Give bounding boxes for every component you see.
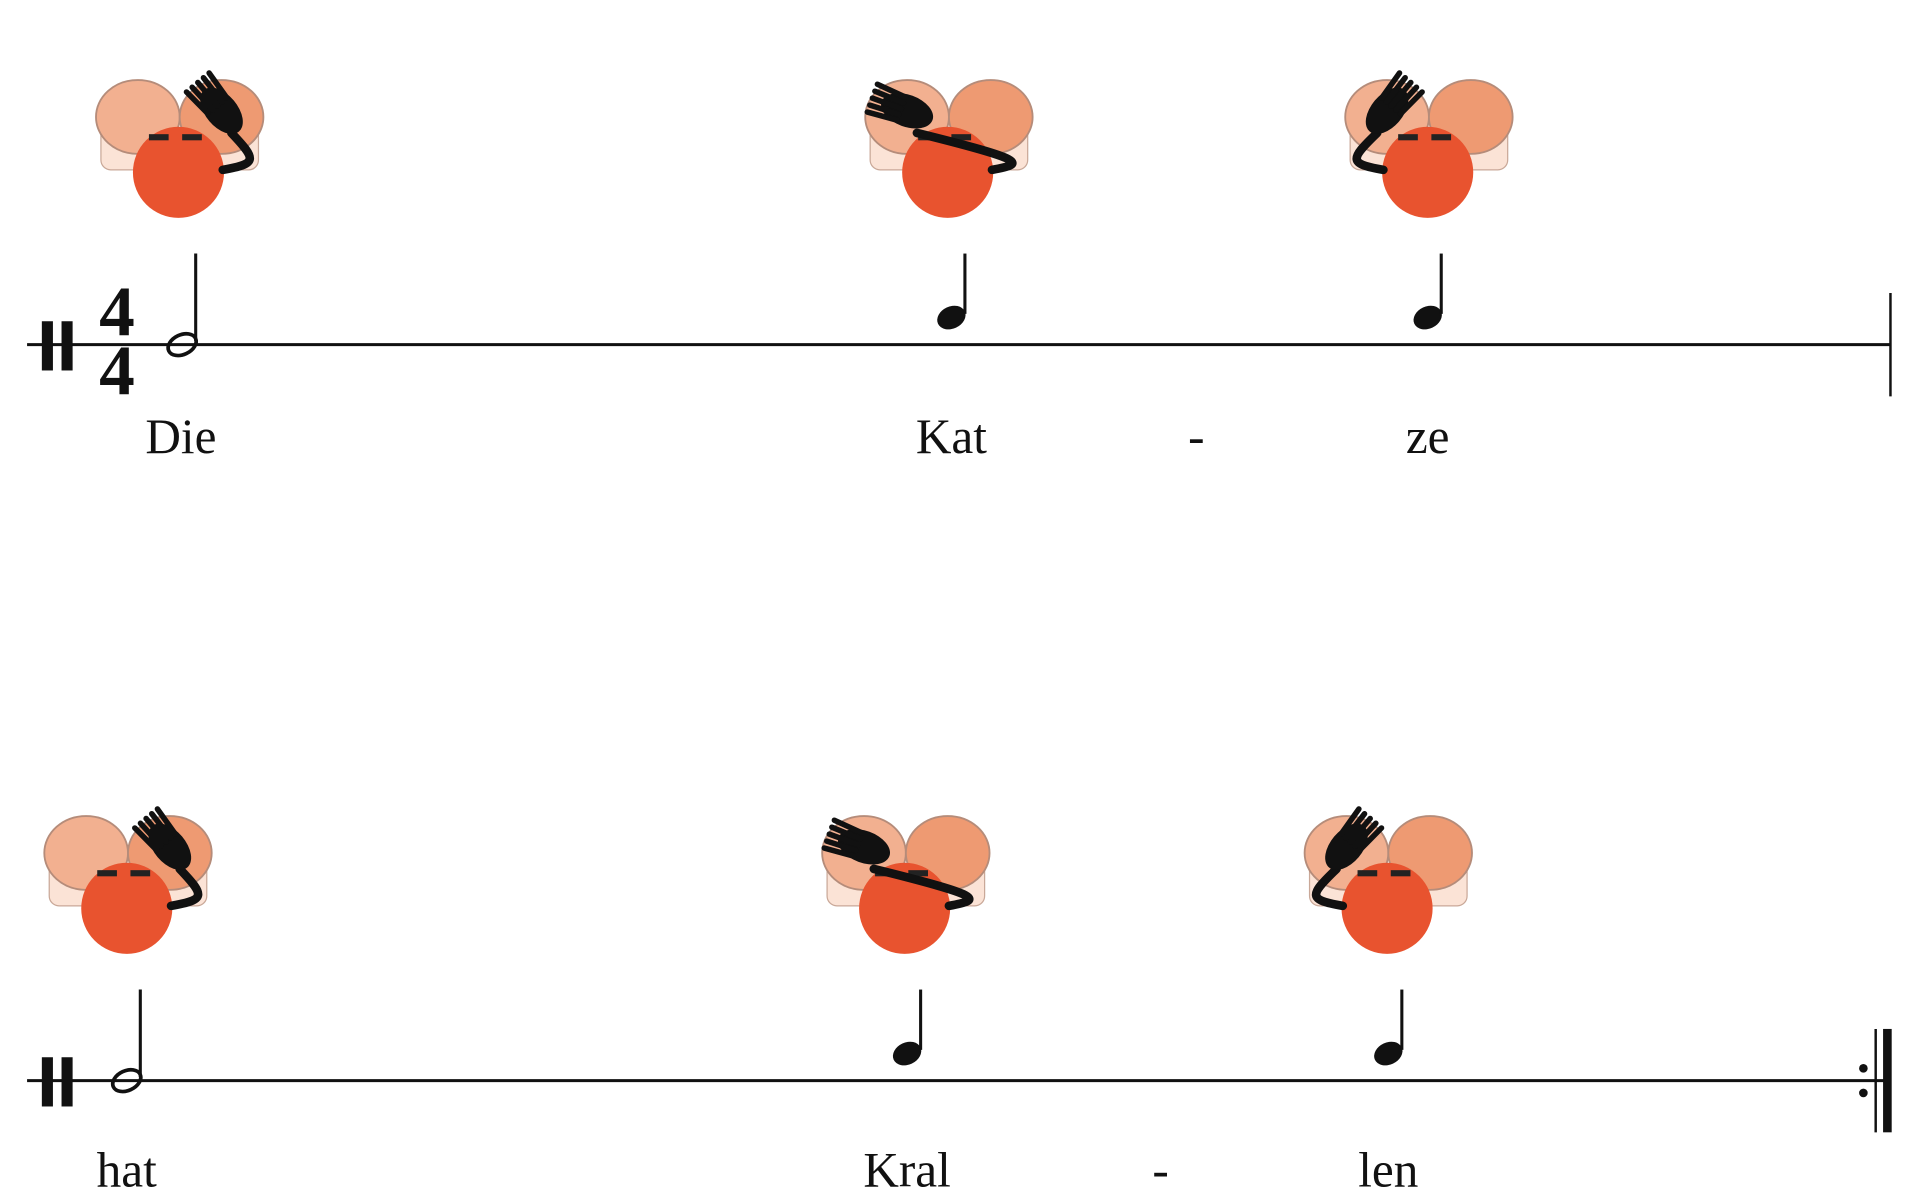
finger	[1352, 820, 1379, 849]
arm	[1352, 128, 1388, 175]
finger	[867, 102, 902, 118]
lyric: ze	[1406, 409, 1450, 464]
barline	[1883, 1028, 1892, 1133]
player-figure	[821, 815, 991, 954]
finger	[1392, 84, 1420, 113]
barline	[41, 321, 53, 371]
finger	[132, 825, 160, 853]
eye	[908, 870, 928, 877]
face	[1382, 126, 1474, 218]
lyric: Die	[145, 409, 216, 464]
lyric: -	[1188, 409, 1204, 464]
eye	[148, 134, 169, 141]
eye	[1398, 134, 1418, 141]
finger	[829, 824, 864, 842]
arm	[1311, 864, 1348, 911]
finger	[826, 831, 861, 848]
player-figure	[95, 70, 265, 218]
time-numerator: 4	[99, 272, 135, 351]
finger	[1338, 806, 1362, 837]
finger	[143, 815, 169, 845]
eye	[1390, 870, 1411, 877]
player-figure	[1344, 70, 1514, 218]
lyric: -	[1152, 1142, 1168, 1197]
player-figure	[1303, 806, 1473, 954]
finger	[1397, 89, 1425, 117]
finger	[824, 838, 859, 854]
barline	[61, 321, 73, 371]
finger	[1388, 79, 1414, 109]
barline	[41, 1057, 53, 1107]
lyric: len	[1358, 1142, 1418, 1197]
face	[81, 862, 173, 954]
barline	[61, 1057, 73, 1107]
finger	[183, 89, 211, 117]
lyric: Kral	[863, 1142, 950, 1197]
arm	[869, 864, 974, 911]
finger	[869, 95, 905, 112]
finger	[864, 109, 900, 124]
finger	[1347, 815, 1373, 845]
finger	[154, 806, 179, 837]
eye	[951, 134, 972, 141]
finger	[206, 70, 230, 101]
finger	[1357, 825, 1385, 853]
note-head	[1374, 1041, 1403, 1066]
eye	[97, 870, 117, 877]
eye	[1431, 134, 1452, 141]
player-figure	[864, 79, 1034, 218]
arm	[218, 128, 254, 175]
finger	[831, 817, 866, 836]
eye	[1357, 870, 1378, 877]
finger	[189, 84, 216, 113]
finger	[200, 74, 226, 105]
note-head	[892, 1041, 922, 1066]
repeat-dot	[1859, 1088, 1868, 1098]
finger	[872, 88, 907, 106]
finger	[1342, 810, 1368, 841]
finger	[137, 820, 164, 849]
finger	[821, 845, 857, 860]
finger	[195, 79, 221, 109]
face	[132, 126, 224, 218]
finger	[149, 810, 174, 841]
player-figure	[43, 806, 213, 954]
note-head	[937, 305, 966, 330]
arm	[166, 864, 203, 911]
repeat-dot	[1859, 1064, 1868, 1073]
lyric: hat	[97, 1142, 157, 1197]
eye	[130, 870, 151, 877]
lyric: Kat	[916, 409, 987, 464]
note-head	[1413, 305, 1442, 330]
arm	[912, 128, 1017, 175]
finger	[1378, 70, 1403, 101]
face	[1341, 862, 1433, 954]
time-denominator: 4	[99, 331, 135, 410]
finger	[1383, 74, 1408, 105]
eye	[182, 134, 202, 141]
finger	[874, 81, 909, 100]
